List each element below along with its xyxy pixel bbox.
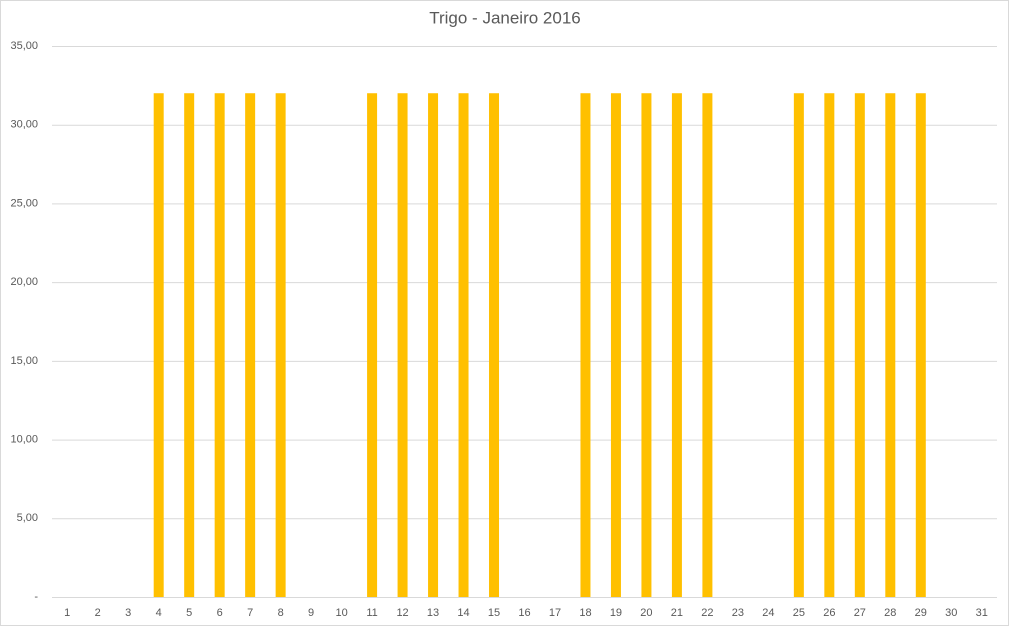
bar	[915, 93, 926, 597]
bar	[671, 93, 682, 597]
x-tick-label: 28	[884, 607, 896, 619]
y-tick-label: 10,00	[10, 433, 38, 445]
bar	[702, 93, 713, 597]
x-tick-label: 22	[701, 607, 713, 619]
bar	[580, 93, 591, 597]
x-tick-label: 23	[732, 607, 744, 619]
y-tick-label: 20,00	[10, 276, 38, 288]
bar	[214, 93, 225, 597]
x-tick-label: 26	[823, 607, 835, 619]
x-tick-label: 17	[549, 607, 561, 619]
bar	[275, 93, 286, 597]
x-tick-label: 31	[976, 607, 988, 619]
x-tick-label: 8	[278, 607, 284, 619]
bar	[641, 93, 652, 597]
bar	[184, 93, 195, 597]
y-tick-label: 25,00	[10, 197, 38, 209]
x-tick-label: 29	[915, 607, 927, 619]
x-tick-label: 30	[945, 607, 957, 619]
bar	[397, 93, 408, 597]
x-tick-label: 27	[854, 607, 866, 619]
x-tick-label: 9	[308, 607, 314, 619]
x-tick-label: 19	[610, 607, 622, 619]
chart-title: Trigo - Janeiro 2016	[429, 8, 581, 27]
y-tick-label: 15,00	[10, 355, 38, 367]
bar	[885, 93, 896, 597]
y-tick-label: -	[34, 591, 38, 603]
bar	[367, 93, 378, 597]
bar	[458, 93, 469, 597]
x-tick-label: 11	[366, 607, 377, 619]
x-tick-label: 2	[95, 607, 101, 619]
y-tick-label: 30,00	[10, 119, 38, 131]
bar	[489, 93, 500, 597]
x-tick-label: 7	[247, 607, 253, 619]
x-tick-label: 18	[579, 607, 591, 619]
y-tick-label: 5,00	[17, 512, 38, 524]
x-tick-label: 10	[335, 607, 347, 619]
bar	[153, 93, 164, 597]
x-tick-label: 4	[156, 607, 162, 619]
x-tick-label: 3	[125, 607, 131, 619]
x-tick-label: 15	[488, 607, 500, 619]
x-tick-label: 14	[457, 607, 469, 619]
bar	[428, 93, 439, 597]
x-tick-label: 20	[640, 607, 652, 619]
x-tick-label: 5	[186, 607, 192, 619]
x-tick-label: 1	[64, 607, 70, 619]
x-tick-label: 13	[427, 607, 439, 619]
x-tick-label: 25	[793, 607, 805, 619]
x-tick-label: 12	[396, 607, 408, 619]
x-tick-label: 16	[518, 607, 530, 619]
bar	[610, 93, 621, 597]
x-tick-label: 21	[671, 607, 683, 619]
x-tick-label: 24	[762, 607, 774, 619]
bar	[245, 93, 256, 597]
bar	[793, 93, 804, 597]
bar	[824, 93, 835, 597]
x-tick-label: 6	[217, 607, 223, 619]
bar	[854, 93, 865, 597]
y-tick-label: 35,00	[10, 40, 38, 52]
